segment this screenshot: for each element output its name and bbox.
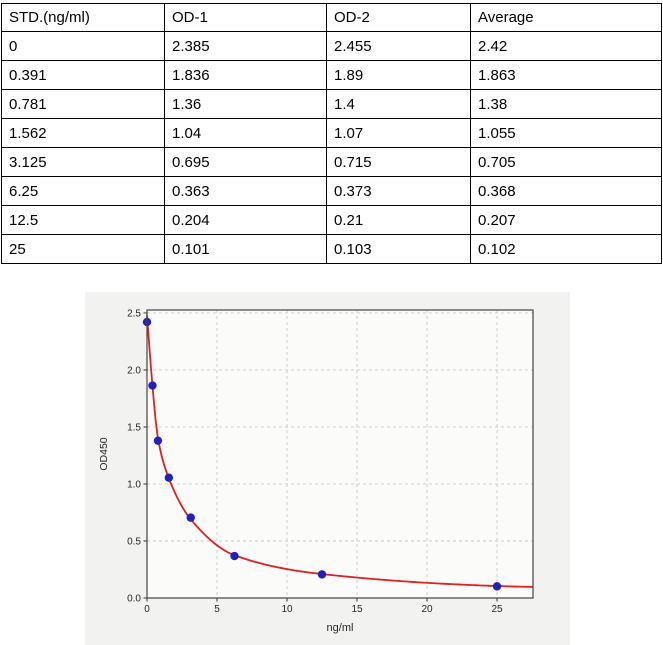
y-tick-label: 0.5 xyxy=(127,536,141,547)
table-cell: 0 xyxy=(1,31,165,61)
table-cell: 1.4 xyxy=(326,89,471,119)
table-row: 6.25 0.363 0.373 0.368 xyxy=(1,176,662,206)
y-tick-label: 2.5 xyxy=(127,308,141,319)
fit-curve xyxy=(146,315,534,588)
header-cell-1: OD-1 xyxy=(164,3,327,32)
standard-curve-chart: 0 5 10 15 20 25 0.0 0.5 1.0 1.5 2.0 2.5 ng/ml OD450 xyxy=(85,292,570,645)
table-cell: 1.04 xyxy=(164,118,327,148)
table-row: 1.562 1.04 1.07 1.055 xyxy=(1,118,662,148)
table-row: 25 0.101 0.103 0.102 xyxy=(1,234,662,264)
table-cell: 0.695 xyxy=(164,147,327,177)
data-point xyxy=(317,570,327,579)
header-cell-0: STD.(ng/ml) xyxy=(1,3,165,32)
y-tick-label: 2.0 xyxy=(127,365,141,376)
table-cell: 1.863 xyxy=(470,60,662,90)
x-tick-label: 15 xyxy=(351,604,363,615)
table-cell: 2.385 xyxy=(164,31,327,61)
data-point xyxy=(148,381,157,390)
standards-table-body: 0 2.385 2.455 2.42 0.391 1.836 1.89 1.863 0.781 1… xyxy=(1,31,662,264)
table-row: 0.781 1.36 1.4 1.38 xyxy=(1,89,662,119)
header-cell-2: OD-2 xyxy=(326,3,471,32)
data-point xyxy=(153,436,163,445)
y-tick-label: 1.5 xyxy=(127,422,141,433)
table-cell: 6.25 xyxy=(1,176,165,206)
x-axis-label: ng/ml xyxy=(327,622,354,634)
tick-marks xyxy=(143,312,498,602)
table-cell: 0.705 xyxy=(470,147,662,177)
y-tick-label: 0.0 xyxy=(127,594,141,605)
table-row: 3.125 0.695 0.715 0.705 xyxy=(1,147,662,177)
x-tick-label: 5 xyxy=(214,604,220,615)
x-tick-label: 10 xyxy=(281,604,293,615)
standard-curve-figure: 0 5 10 15 20 25 0.0 0.5 1.0 1.5 2.0 2.5 ng/ml OD450 xyxy=(85,292,570,645)
table-cell: 2.42 xyxy=(470,31,662,61)
data-point xyxy=(186,513,195,522)
table-row: 0.391 1.836 1.89 1.863 xyxy=(1,60,662,90)
table-cell: 0.363 xyxy=(164,176,327,206)
table-cell: 0.102 xyxy=(470,234,662,264)
x-tick-label: 20 xyxy=(421,604,433,615)
table-cell: 25 xyxy=(1,234,165,264)
data-point xyxy=(230,551,239,561)
table-cell: 1.89 xyxy=(326,60,471,90)
table-row: 12.5 0.204 0.21 0.207 xyxy=(1,205,662,235)
tick-labels: 0 5 10 15 20 25 0.0 0.5 1.0 1.5 2.0 2.5 xyxy=(127,308,503,615)
table-cell: 1.562 xyxy=(1,118,165,148)
table-cell: 0.373 xyxy=(326,176,471,206)
table-cell: 0.204 xyxy=(164,205,327,235)
table-cell: 0.391 xyxy=(1,60,165,90)
table-cell: 0.715 xyxy=(326,147,471,177)
data-point xyxy=(492,582,502,591)
table-cell: 3.125 xyxy=(1,147,165,177)
table-cell: 1.38 xyxy=(470,89,662,119)
table-cell: 0.103 xyxy=(326,234,471,264)
y-axis-label: OD450 xyxy=(98,437,110,470)
x-tick-label: 0 xyxy=(144,604,150,615)
table-cell: 0.781 xyxy=(1,89,165,119)
x-tick-label: 25 xyxy=(491,604,503,615)
data-point xyxy=(164,473,174,482)
standards-table: STD.(ng/ml) OD-1 OD-2 Average 0 2.385 2.455 2.… xyxy=(1,3,662,264)
header-cell-3: Average xyxy=(470,3,662,32)
table-cell: 0.207 xyxy=(470,205,662,235)
table-cell: 1.055 xyxy=(470,118,662,148)
table-row: 0 2.385 2.455 2.42 xyxy=(1,31,662,61)
table-cell: 0.101 xyxy=(164,234,327,264)
plot-spines xyxy=(146,309,534,599)
table-cell: 0.368 xyxy=(470,176,662,206)
standards-table-header: STD.(ng/ml) OD-1 OD-2 Average xyxy=(1,3,662,32)
table-cell: 12.5 xyxy=(1,205,165,235)
table-cell: 1.36 xyxy=(164,89,327,119)
table-cell: 1.836 xyxy=(164,60,327,90)
table-cell: 0.21 xyxy=(326,205,471,235)
table-cell: 1.07 xyxy=(326,118,471,148)
data-points xyxy=(142,317,502,591)
y-tick-label: 1.0 xyxy=(127,479,141,490)
header-row: STD.(ng/ml) OD-1 OD-2 Average xyxy=(1,3,662,32)
table-cell: 2.455 xyxy=(326,31,471,61)
plot-area xyxy=(147,310,533,598)
